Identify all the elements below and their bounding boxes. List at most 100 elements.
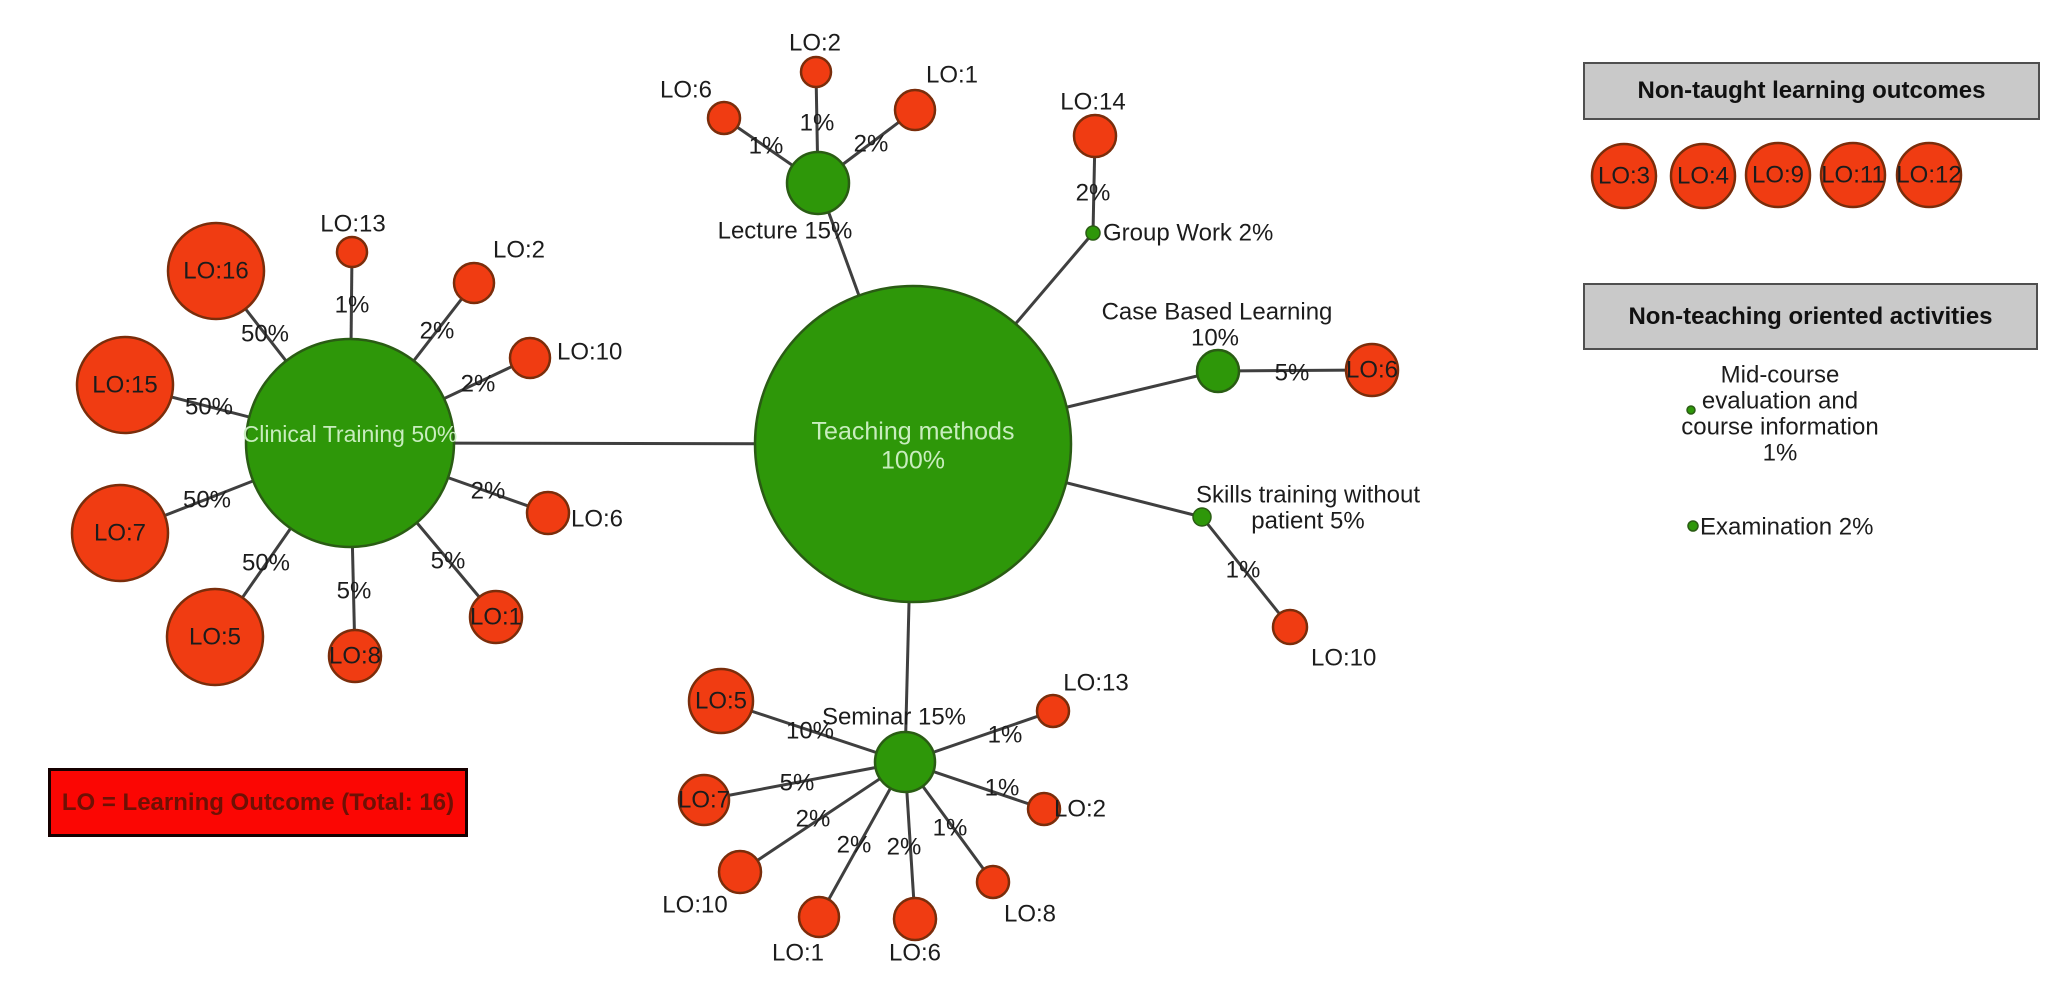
learning-outcome-note-box: LO = Learning Outcome (Total: 16) bbox=[48, 768, 468, 837]
edge-label-seminar-se-lo1: 2% bbox=[837, 832, 872, 859]
node-label-c-lo5: LO:5 bbox=[189, 624, 241, 651]
edge-label-seminar-se-lo10: 2% bbox=[796, 806, 831, 833]
node-c-lo7 bbox=[70, 483, 170, 583]
edge-label-clinical-c-lo2: 2% bbox=[420, 318, 455, 345]
node-leg-lo3 bbox=[1590, 142, 1658, 210]
edge-label-clinical-c-lo8: 5% bbox=[337, 578, 372, 605]
node-label-c-lo7: LO:7 bbox=[94, 520, 146, 547]
node-label-c-lo16: LO:16 bbox=[183, 258, 248, 285]
node-c-lo8 bbox=[327, 628, 383, 684]
label-c-lo13-label: LO:13 bbox=[320, 211, 385, 238]
label-skills-label-line1: Skills training without bbox=[1196, 482, 1420, 509]
edge-label-cbl-cbl-lo6: 5% bbox=[1275, 360, 1310, 387]
edge-label-seminar-se-lo13: 1% bbox=[988, 722, 1023, 749]
node-se-lo5 bbox=[687, 667, 755, 735]
edge-label-clinical-c-lo16: 50% bbox=[241, 321, 289, 348]
label-se-lo2-label: LO:2 bbox=[1054, 796, 1106, 823]
label-c-lo10-label: LO:10 bbox=[557, 339, 622, 366]
node-label-leg-lo11: LO:11 bbox=[1821, 162, 1885, 189]
non-teaching-activities-legend-box: Non-teaching oriented activities bbox=[1583, 283, 2038, 350]
node-leg-lo12 bbox=[1895, 141, 1963, 209]
node-label-se-lo7: LO:7 bbox=[678, 787, 730, 814]
edge-seminar-se-lo7 bbox=[703, 760, 906, 802]
edge-seminar-se-lo10 bbox=[739, 760, 906, 874]
edge-label-groupwork-g-lo14: 2% bbox=[1076, 180, 1111, 207]
edge-label-lecture-l-lo2: 1% bbox=[800, 110, 835, 137]
node-c-lo1 bbox=[468, 589, 524, 645]
edge-label-seminar-se-lo7: 5% bbox=[780, 770, 815, 797]
label-l-lo6-label: LO:6 bbox=[660, 77, 712, 104]
edge-label-seminar-se-lo8: 1% bbox=[933, 815, 968, 842]
edge-label-lecture-l-lo1: 2% bbox=[854, 131, 889, 158]
node-exam bbox=[1687, 520, 1699, 532]
edge-label-seminar-se-lo2: 1% bbox=[985, 775, 1020, 802]
label-skills-label-line2: patient 5% bbox=[1251, 508, 1364, 535]
node-se-lo13 bbox=[1035, 693, 1071, 729]
node-c-lo5 bbox=[165, 587, 265, 687]
node-label-teaching: Teaching methods bbox=[812, 418, 1015, 446]
node-c-lo6 bbox=[525, 490, 571, 536]
node-label-c-lo1: LO:1 bbox=[470, 604, 522, 631]
node-leg-lo9 bbox=[1744, 141, 1812, 209]
label-seminar-label: Seminar 15% bbox=[822, 704, 966, 731]
label-c-lo6-label: LO:6 bbox=[571, 506, 623, 533]
node-leg-lo11 bbox=[1819, 141, 1887, 209]
node-clinical bbox=[244, 337, 456, 549]
label-c-lo2-label: LO:2 bbox=[493, 237, 545, 264]
node-se-lo2 bbox=[1026, 791, 1062, 827]
node-se-lo8 bbox=[975, 864, 1011, 900]
label-g-lo14-label: LO:14 bbox=[1060, 89, 1125, 116]
node-skills bbox=[1192, 507, 1212, 527]
label-cbl-label-line1: Case Based Learning bbox=[1102, 299, 1333, 326]
node-leg-lo4 bbox=[1669, 142, 1737, 210]
node-c-lo13 bbox=[335, 235, 369, 269]
learning-outcome-note-text: LO = Learning Outcome (Total: 16) bbox=[61, 788, 455, 816]
edge-label-skills-s-lo10: 1% bbox=[1226, 557, 1261, 584]
node-label-c-lo8: LO:8 bbox=[329, 643, 381, 670]
label-se-lo6-label: LO:6 bbox=[889, 940, 941, 967]
label-se-lo13-label: LO:13 bbox=[1063, 670, 1128, 697]
label-se-lo1-label: LO:1 bbox=[772, 940, 824, 967]
edge-label-clinical-c-lo6: 2% bbox=[471, 478, 506, 505]
node-lecture bbox=[785, 150, 851, 216]
node-label-se-lo5: LO:5 bbox=[695, 688, 747, 715]
non-taught-outcomes-header: Non-taught learning outcomes bbox=[1637, 77, 1986, 104]
label-midcourse-label-line4: 1% bbox=[1763, 440, 1798, 467]
label-se-lo8-label: LO:8 bbox=[1004, 901, 1056, 928]
label-cbl-label-line2: 10% bbox=[1191, 325, 1239, 352]
node-groupwork bbox=[1085, 225, 1101, 241]
node-cbl bbox=[1195, 348, 1241, 394]
node-label-cbl-lo6: LO:6 bbox=[1346, 357, 1398, 384]
node-label-leg-lo12: LO:12 bbox=[1896, 162, 1961, 189]
label-s-lo10-label: LO:10 bbox=[1311, 645, 1376, 672]
label-lecture-label: Lecture 15% bbox=[718, 218, 853, 245]
node-c-lo10 bbox=[508, 336, 552, 380]
node-label-teaching: 100% bbox=[881, 447, 945, 475]
node-se-lo6 bbox=[892, 896, 938, 942]
node-l-lo6 bbox=[706, 100, 742, 136]
node-c-lo15 bbox=[75, 335, 175, 435]
edge-label-clinical-c-lo13: 1% bbox=[335, 292, 370, 319]
label-l-lo2-label: LO:2 bbox=[789, 30, 841, 57]
label-midcourse-label-line2: evaluation and bbox=[1702, 388, 1858, 415]
node-label-leg-lo3: LO:3 bbox=[1598, 163, 1650, 190]
edge-label-clinical-c-lo5: 50% bbox=[242, 550, 290, 577]
node-seminar bbox=[873, 730, 937, 794]
node-se-lo10 bbox=[717, 849, 763, 895]
label-l-lo1-label: LO:1 bbox=[926, 62, 978, 89]
node-s-lo10 bbox=[1271, 608, 1309, 646]
node-label-leg-lo9: LO:9 bbox=[1752, 162, 1804, 189]
edge-label-seminar-se-lo5: 10% bbox=[786, 718, 834, 745]
node-g-lo14 bbox=[1072, 113, 1118, 159]
non-taught-outcomes-legend-box: Non-taught learning outcomes bbox=[1583, 62, 2040, 120]
edge-label-clinical-c-lo7: 50% bbox=[183, 487, 231, 514]
node-midcourse bbox=[1686, 405, 1696, 415]
edge-skills-s-lo10 bbox=[1200, 516, 1292, 628]
node-teaching bbox=[753, 284, 1073, 604]
node-se-lo1 bbox=[797, 895, 841, 939]
non-teaching-activities-header: Non-teaching oriented activities bbox=[1628, 302, 1993, 330]
node-label-c-lo15: LO:15 bbox=[92, 372, 157, 399]
node-se-lo7 bbox=[677, 773, 731, 827]
